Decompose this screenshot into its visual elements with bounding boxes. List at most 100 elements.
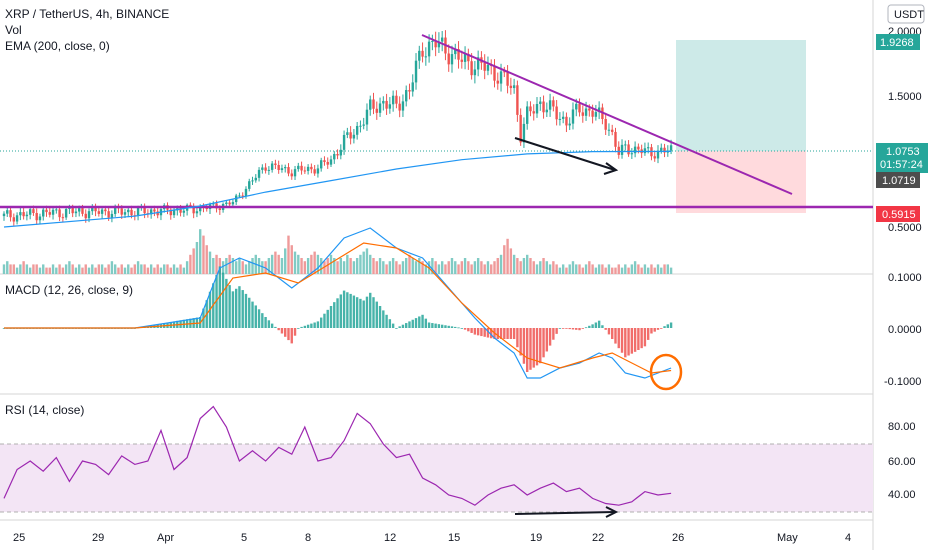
currency-label: USDT (894, 9, 924, 21)
macd-histogram-bar (408, 321, 411, 328)
volume-bar (55, 267, 58, 274)
candle-body (97, 211, 101, 214)
volume-bar (176, 267, 179, 274)
candle-body (519, 114, 522, 143)
target-zone[interactable] (676, 40, 806, 151)
candle-body (545, 109, 549, 113)
candle-body (35, 213, 38, 221)
candle-body (287, 167, 290, 174)
volume-bar (163, 264, 166, 274)
target-price-tag (876, 34, 920, 50)
candle-body (228, 202, 231, 205)
volume-bar (189, 254, 192, 274)
candle-body (290, 173, 293, 177)
volume-bar (588, 261, 591, 274)
volume-bar (450, 258, 454, 274)
macd-histogram-bar (499, 328, 503, 339)
volume-bar (130, 267, 133, 274)
macd-histogram-bar (336, 298, 339, 328)
volume-bar (306, 258, 310, 274)
macd-signal-line (4, 242, 672, 374)
macd-histogram-bar (440, 324, 444, 328)
macd-histogram-bar (319, 317, 323, 328)
candle-body (74, 211, 78, 214)
candle-body (620, 144, 624, 155)
candle-body (94, 206, 97, 212)
volume-bar (241, 261, 244, 274)
macd-histogram-bar (617, 328, 620, 349)
macd-histogram-bar (287, 328, 290, 341)
volume-bar (61, 267, 65, 274)
candle-body (349, 132, 352, 139)
volume-bar (614, 267, 617, 274)
macd-histogram-bar (349, 293, 352, 328)
rsi-divergence-arrow[interactable] (514, 511, 616, 515)
downtrend-line[interactable] (421, 34, 793, 195)
volume-bar (51, 264, 55, 274)
candlesticks (2, 30, 673, 226)
macd-histogram-bar (660, 328, 663, 329)
macd-histogram-bar (627, 328, 630, 356)
candle-body (506, 72, 509, 86)
volume-bar (526, 254, 529, 274)
candle-body (614, 131, 617, 147)
price-divergence-arrow[interactable] (514, 137, 616, 171)
candle-body (447, 53, 450, 65)
macd-histogram-bar (414, 318, 418, 328)
candle-body (251, 180, 254, 182)
candle-body (277, 165, 280, 171)
volume-bar (421, 261, 424, 274)
candle-body (336, 154, 339, 156)
candle-body (352, 134, 356, 139)
volume-bar (460, 261, 463, 274)
macd-histogram-bar (365, 296, 369, 328)
rsi-line (3, 405, 672, 506)
candle-body (218, 208, 222, 210)
volume-bar (270, 254, 274, 274)
candle-body (473, 69, 477, 76)
candle-body (58, 209, 61, 218)
volume-bar (346, 254, 349, 274)
candle-body (653, 156, 656, 159)
volume-bar (519, 261, 522, 274)
volume-bar (110, 261, 114, 274)
volume-bar (640, 267, 643, 274)
volume-bar (284, 248, 287, 274)
candle-body (369, 99, 372, 110)
volume-bar (313, 251, 316, 274)
volume-bar (100, 264, 104, 274)
volume-bar (650, 264, 653, 274)
candle-body (313, 169, 316, 174)
candle-body (539, 101, 542, 104)
macd-histogram-bar (637, 328, 640, 350)
macd-histogram-bar (476, 328, 480, 336)
currency-button[interactable] (887, 4, 925, 24)
stop-zone[interactable] (676, 151, 806, 213)
volume-bar (156, 264, 159, 274)
macd-histogram-bar (437, 324, 441, 328)
volume-bar (199, 229, 202, 274)
candle-body (110, 213, 114, 218)
volume-bar (447, 261, 450, 274)
price-arrowhead (603, 162, 619, 175)
candle-body (68, 207, 71, 209)
volume-bar (660, 267, 663, 274)
candle-body (450, 54, 454, 65)
volume-bar (244, 264, 248, 274)
macd-histogram-bar (575, 328, 578, 330)
candle-body (382, 100, 385, 104)
volume-bar (391, 258, 395, 274)
macd-histogram-bar (280, 328, 284, 334)
volume-bar (552, 261, 555, 274)
candle-body (558, 118, 562, 120)
macd-histogram-bar (329, 306, 333, 328)
volume-bar (558, 267, 562, 274)
candle-body (588, 108, 591, 111)
volume-bar (378, 258, 382, 274)
candle-body (22, 212, 25, 217)
volume-bar (205, 245, 208, 274)
macd-histogram-bar (509, 328, 513, 339)
macd-highlight-circle[interactable] (649, 353, 683, 391)
macd-histogram-bar (473, 328, 477, 335)
volume-bar (604, 267, 607, 274)
